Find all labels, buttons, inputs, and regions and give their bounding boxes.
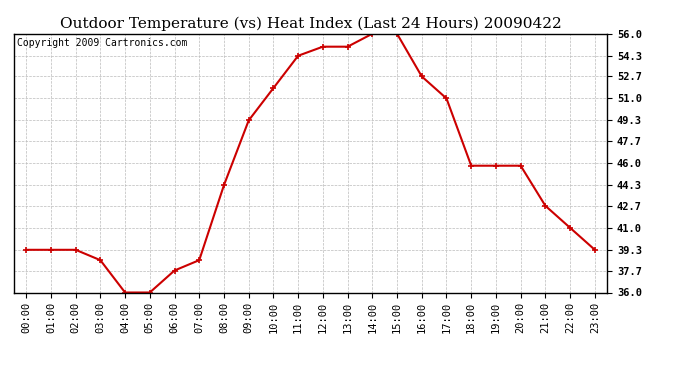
Text: Copyright 2009 Cartronics.com: Copyright 2009 Cartronics.com bbox=[17, 38, 187, 48]
Title: Outdoor Temperature (vs) Heat Index (Last 24 Hours) 20090422: Outdoor Temperature (vs) Heat Index (Las… bbox=[59, 17, 562, 31]
